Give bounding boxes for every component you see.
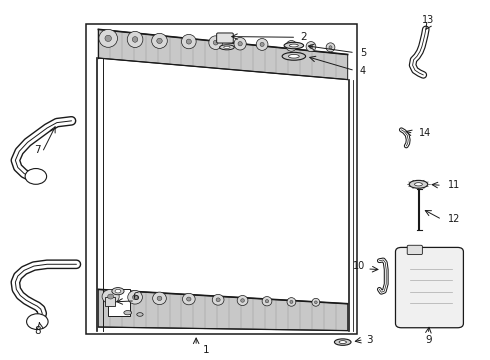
Text: 12: 12 [448, 215, 460, 224]
Ellipse shape [152, 33, 167, 48]
Ellipse shape [128, 291, 143, 304]
Bar [86, 24, 357, 334]
Text: 7: 7 [34, 144, 41, 154]
Ellipse shape [127, 31, 143, 48]
Ellipse shape [309, 45, 313, 48]
Ellipse shape [99, 30, 118, 47]
Ellipse shape [102, 289, 119, 304]
Ellipse shape [237, 296, 248, 306]
Text: 2: 2 [300, 32, 307, 41]
Text: 13: 13 [422, 15, 434, 26]
Ellipse shape [132, 295, 138, 300]
Text: 9: 9 [425, 334, 432, 345]
FancyBboxPatch shape [217, 33, 233, 43]
Ellipse shape [137, 313, 143, 316]
Ellipse shape [105, 35, 111, 41]
Ellipse shape [265, 300, 269, 303]
Text: 5: 5 [360, 48, 366, 58]
Ellipse shape [186, 39, 192, 44]
Ellipse shape [181, 35, 196, 49]
Ellipse shape [115, 289, 121, 293]
Ellipse shape [124, 311, 132, 315]
Ellipse shape [290, 301, 293, 303]
Ellipse shape [238, 41, 242, 46]
Ellipse shape [220, 45, 234, 50]
Ellipse shape [157, 38, 162, 44]
Ellipse shape [209, 36, 222, 49]
Bar [108, 289, 130, 316]
Ellipse shape [312, 298, 320, 306]
Ellipse shape [256, 39, 268, 50]
Ellipse shape [287, 298, 296, 306]
FancyBboxPatch shape [407, 245, 422, 255]
Ellipse shape [315, 301, 317, 304]
Ellipse shape [224, 46, 230, 48]
Text: 4: 4 [360, 66, 366, 76]
Polygon shape [98, 30, 347, 80]
Ellipse shape [241, 299, 245, 302]
Ellipse shape [187, 297, 191, 301]
Ellipse shape [213, 40, 218, 45]
FancyBboxPatch shape [395, 247, 464, 328]
Ellipse shape [415, 183, 422, 186]
Ellipse shape [234, 37, 246, 50]
Polygon shape [98, 289, 347, 330]
Text: 8: 8 [34, 325, 41, 336]
Ellipse shape [132, 37, 138, 42]
Ellipse shape [289, 54, 299, 58]
Text: 11: 11 [448, 180, 460, 190]
Ellipse shape [409, 180, 428, 188]
Ellipse shape [326, 43, 335, 52]
Ellipse shape [284, 42, 304, 49]
Ellipse shape [339, 341, 346, 343]
Ellipse shape [216, 298, 220, 302]
Circle shape [25, 168, 47, 184]
Text: 14: 14 [418, 129, 431, 138]
Text: 1: 1 [202, 345, 209, 355]
Ellipse shape [212, 294, 224, 305]
Ellipse shape [157, 296, 162, 301]
Text: 3: 3 [367, 334, 373, 345]
Ellipse shape [153, 292, 166, 305]
Ellipse shape [182, 293, 195, 305]
Ellipse shape [286, 41, 297, 51]
Ellipse shape [282, 52, 306, 60]
Ellipse shape [329, 46, 332, 49]
Ellipse shape [306, 41, 316, 51]
Ellipse shape [334, 339, 351, 345]
Circle shape [26, 314, 48, 329]
Bar [105, 297, 115, 306]
Ellipse shape [290, 44, 298, 47]
Ellipse shape [260, 42, 264, 46]
Ellipse shape [112, 288, 124, 295]
Text: 10: 10 [352, 261, 365, 271]
Ellipse shape [262, 297, 272, 306]
Ellipse shape [108, 294, 114, 299]
Text: 6: 6 [132, 292, 138, 302]
Ellipse shape [290, 44, 294, 48]
